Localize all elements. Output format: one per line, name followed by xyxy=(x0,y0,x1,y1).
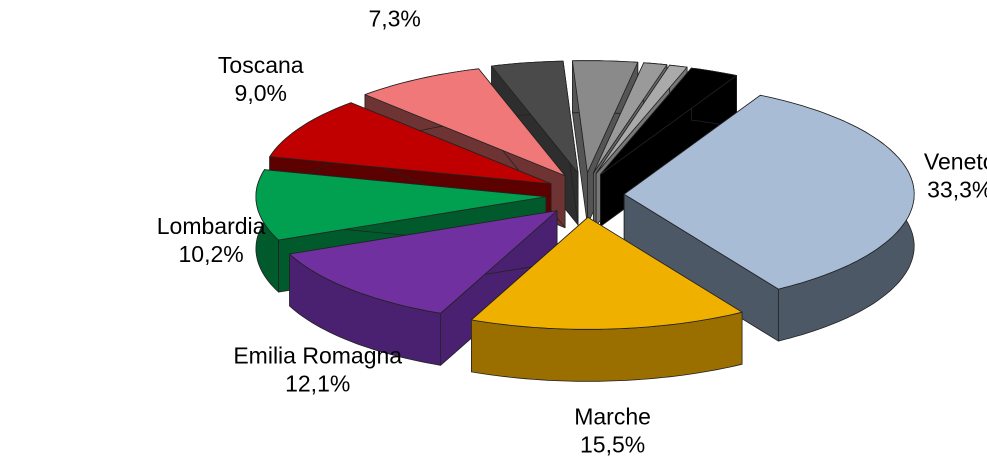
slice-label-value: 7,3% xyxy=(368,6,420,32)
slice-label-name: Veneto xyxy=(924,149,987,175)
slice xyxy=(471,216,743,382)
slice-top xyxy=(471,216,743,330)
slice-label-value: 10,2% xyxy=(178,241,243,267)
slice xyxy=(289,210,558,366)
slice-top xyxy=(364,68,566,177)
slice-top xyxy=(491,60,579,174)
slice-top xyxy=(289,210,558,314)
slice-top xyxy=(269,102,552,185)
slice-top xyxy=(623,94,915,290)
slice-top xyxy=(595,64,688,174)
slice-label-name: Emilia Romagna xyxy=(233,342,402,368)
slice xyxy=(623,94,915,342)
slice-label-value: 9,0% xyxy=(235,80,287,106)
slice-label-value: 15,5% xyxy=(580,432,645,458)
slice-label-name: Piemonte xyxy=(346,0,443,4)
slice-top xyxy=(600,67,737,175)
slice-label-value: 12,1% xyxy=(285,370,350,396)
slice-top xyxy=(592,62,668,174)
slice-label-name: Marche xyxy=(574,404,651,430)
slice-top xyxy=(255,169,547,241)
slice-label-name: Toscana xyxy=(218,52,304,78)
slice-label-name: Lombardia xyxy=(157,213,266,239)
slice-label-value: 33,3% xyxy=(927,177,987,203)
slice-top xyxy=(572,60,639,174)
